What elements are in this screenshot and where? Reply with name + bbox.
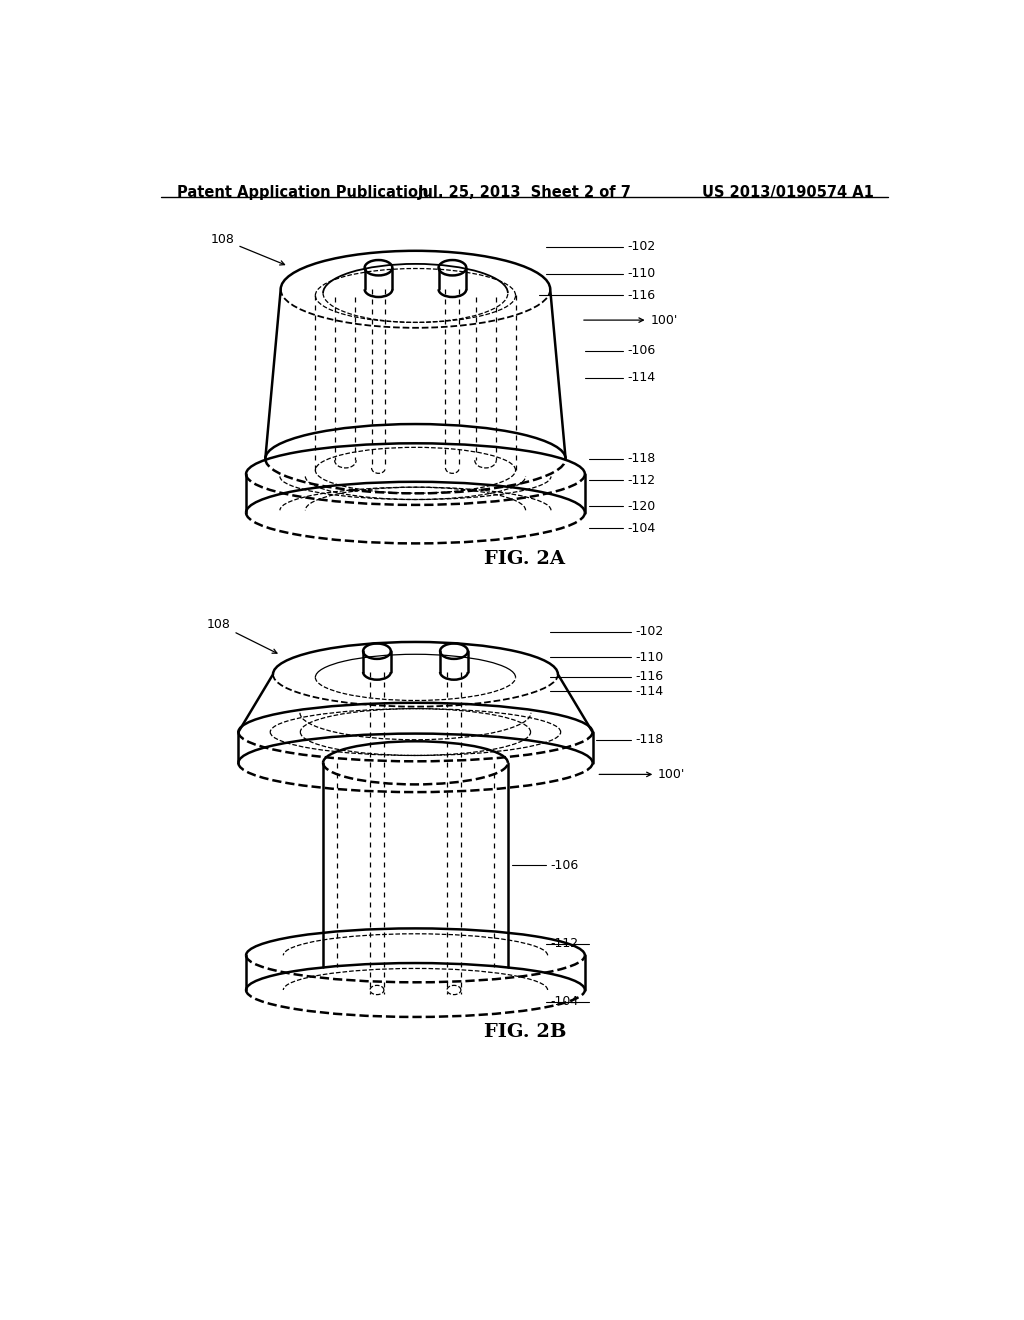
Text: 100': 100'	[599, 768, 685, 781]
Text: Jul. 25, 2013  Sheet 2 of 7: Jul. 25, 2013 Sheet 2 of 7	[418, 185, 632, 201]
Text: -102: -102	[628, 240, 655, 253]
Text: -110: -110	[635, 651, 664, 664]
Text: 100': 100'	[584, 314, 678, 326]
Text: 108: 108	[211, 232, 285, 265]
Text: -118: -118	[635, 733, 664, 746]
Text: -106: -106	[550, 859, 579, 871]
Text: -102: -102	[635, 626, 664, 639]
Text: -114: -114	[635, 685, 663, 698]
Text: US 2013/0190574 A1: US 2013/0190574 A1	[701, 185, 873, 201]
Text: 108: 108	[207, 618, 276, 653]
Text: Patent Application Publication: Patent Application Publication	[177, 185, 428, 201]
Text: -104: -104	[550, 995, 579, 1008]
Text: -114: -114	[628, 371, 655, 384]
Text: -104: -104	[628, 521, 655, 535]
Text: -110: -110	[628, 268, 655, 280]
Text: -116: -116	[635, 671, 663, 684]
Text: -120: -120	[628, 500, 655, 513]
Text: -112: -112	[550, 937, 579, 950]
Text: FIG. 2B: FIG. 2B	[483, 1023, 566, 1041]
Text: -116: -116	[628, 289, 655, 302]
Text: -106: -106	[628, 345, 655, 358]
Text: -118: -118	[628, 453, 655, 465]
Text: -112: -112	[628, 474, 655, 487]
Text: FIG. 2A: FIG. 2A	[484, 550, 565, 568]
